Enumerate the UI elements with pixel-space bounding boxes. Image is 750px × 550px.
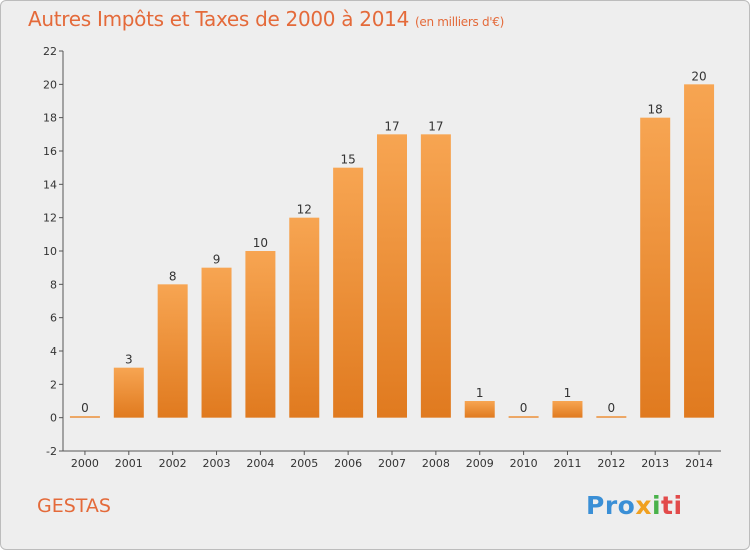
data-label: 1 <box>476 386 484 400</box>
bar <box>684 84 715 418</box>
x-tick-label: 2013 <box>641 457 669 470</box>
x-tick-label: 2012 <box>597 457 625 470</box>
data-label: 1 <box>564 386 572 400</box>
bar <box>508 416 539 418</box>
y-tick-label: 10 <box>43 245 57 258</box>
data-label: 18 <box>648 103 663 117</box>
y-tick-label: 16 <box>43 145 57 158</box>
bar <box>289 217 320 418</box>
bars <box>69 84 715 418</box>
x-tick-label: 2000 <box>71 457 99 470</box>
proxiti-logo: Proxiti <box>586 491 683 520</box>
data-label: 0 <box>81 401 89 415</box>
title-text: Autres Impôts et Taxes de 2000 à 2014 <box>28 7 409 31</box>
data-label: 3 <box>125 353 133 367</box>
x-tick-label: 2014 <box>685 457 713 470</box>
y-tick-label: 20 <box>43 78 57 91</box>
data-label: 17 <box>428 119 443 133</box>
data-label: 10 <box>253 236 268 250</box>
bar <box>420 134 451 418</box>
bar <box>464 401 495 418</box>
y-tick-label: 8 <box>50 278 57 291</box>
y-tick-label: 0 <box>50 412 57 425</box>
bar <box>201 267 232 418</box>
bar <box>596 416 627 418</box>
x-tick-label: 2002 <box>159 457 187 470</box>
data-label: 20 <box>691 69 706 83</box>
chart-subtitle: (en milliers d'€) <box>415 15 505 29</box>
bar <box>113 367 144 418</box>
data-label: 15 <box>340 153 355 167</box>
x-tick-label: 2010 <box>510 457 538 470</box>
data-label: 0 <box>520 401 528 415</box>
y-tick-label: 12 <box>43 212 57 225</box>
place-name: GESTAS <box>37 495 111 517</box>
data-label: 0 <box>608 401 616 415</box>
bar <box>552 401 583 418</box>
x-tick-label: 2008 <box>422 457 450 470</box>
chart-title: Autres Impôts et Taxes de 2000 à 2014 (en… <box>28 7 504 31</box>
x-tick-label: 2001 <box>115 457 143 470</box>
x-tick-label: 2004 <box>246 457 274 470</box>
data-label: 17 <box>384 119 399 133</box>
bar <box>640 117 671 418</box>
x-tick-label: 2006 <box>334 457 362 470</box>
x-tick-label: 2005 <box>290 457 318 470</box>
y-tick-label: 14 <box>43 178 57 191</box>
y-tick-label: 6 <box>50 312 57 325</box>
bar <box>157 284 188 418</box>
bar <box>333 167 364 418</box>
x-tick-label: 2011 <box>553 457 581 470</box>
bar <box>245 251 276 418</box>
y-tick-label: -2 <box>46 445 57 458</box>
x-tick-label: 2003 <box>203 457 231 470</box>
data-label: 12 <box>297 203 312 217</box>
bar <box>377 134 407 418</box>
data-label: 9 <box>213 253 221 267</box>
y-tick-label: 2 <box>50 378 57 391</box>
y-tick-label: 18 <box>43 112 57 125</box>
data-label: 8 <box>169 269 177 283</box>
y-tick-label: 4 <box>50 345 57 358</box>
x-tick-label: 2009 <box>466 457 494 470</box>
bar <box>69 416 100 418</box>
x-tick-label: 2007 <box>378 457 406 470</box>
y-tick-label: 22 <box>43 45 57 58</box>
